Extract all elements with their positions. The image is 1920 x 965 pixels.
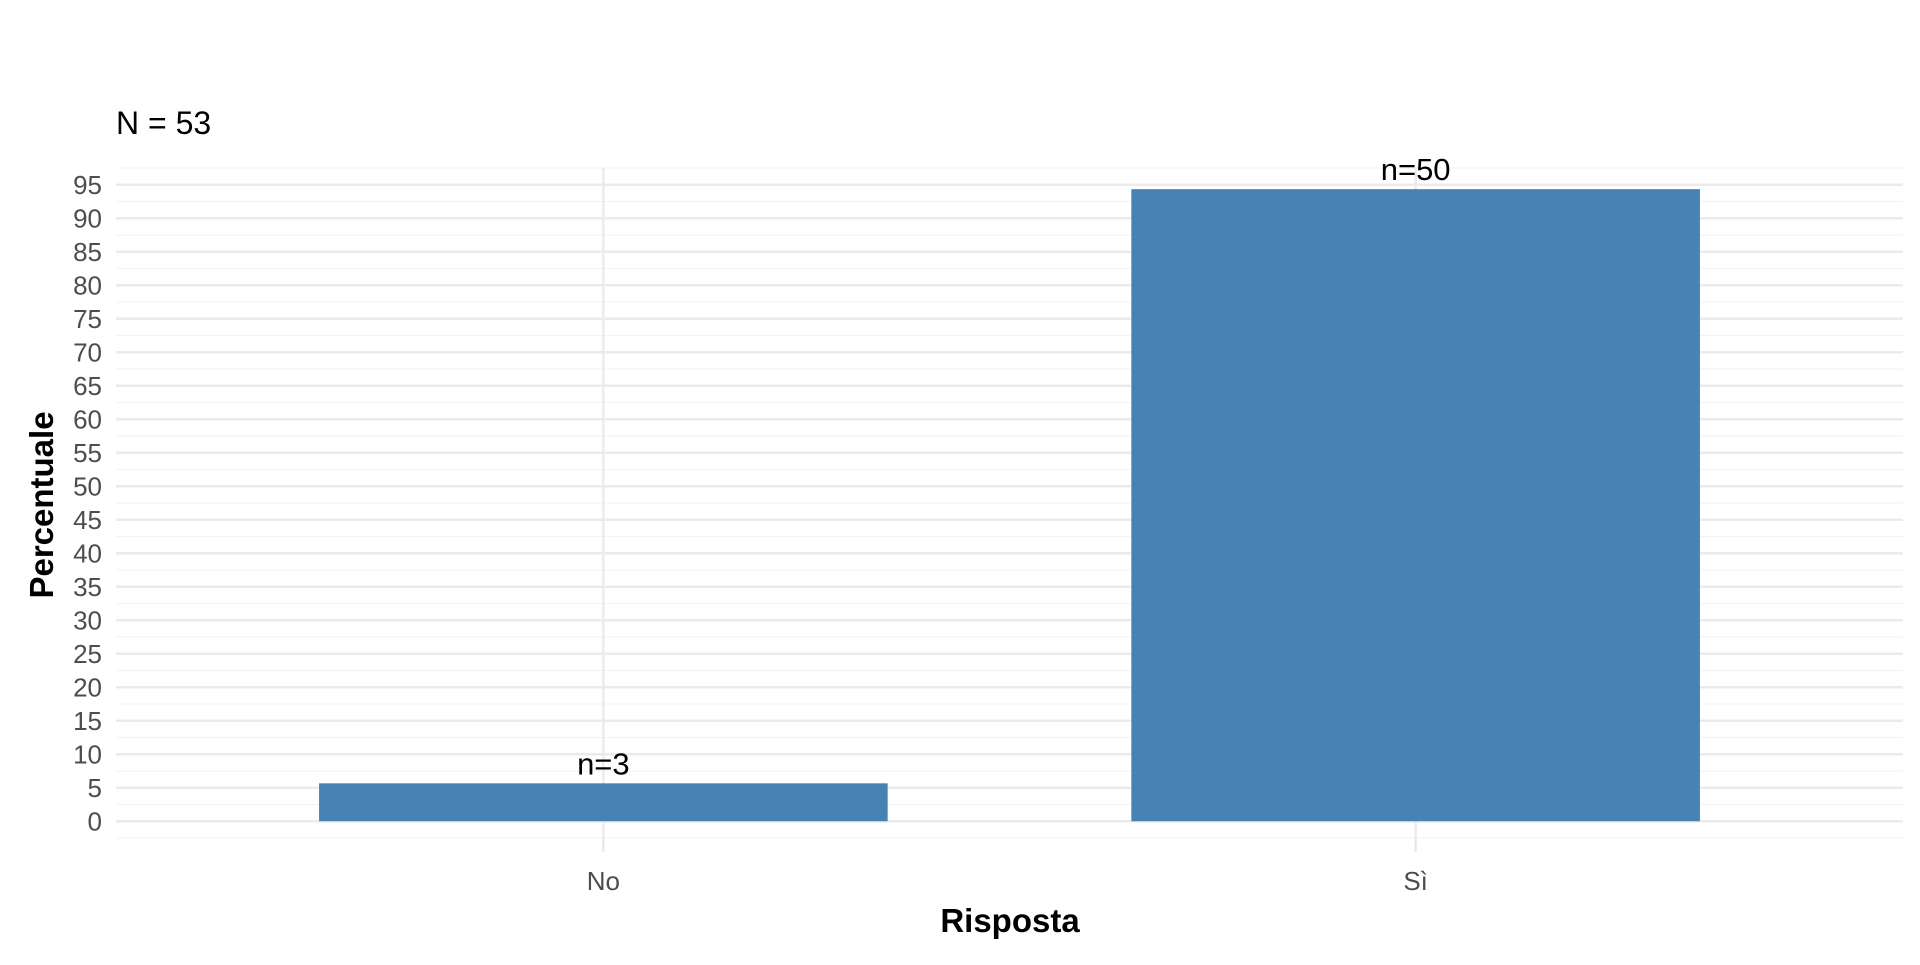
bar-data-label: n=3 — [577, 746, 630, 781]
y-tick-label: 20 — [73, 672, 102, 702]
y-tick-label: 90 — [73, 203, 102, 233]
bar-sì — [1131, 189, 1700, 822]
y-tick-label: 5 — [88, 773, 102, 803]
x-tick-label: Sì — [1403, 866, 1428, 896]
y-tick-label: 65 — [73, 371, 102, 401]
y-tick-label: 30 — [73, 605, 102, 635]
y-tick-label: 10 — [73, 739, 102, 769]
y-tick-label: 45 — [73, 505, 102, 535]
y-tick-label: 50 — [73, 471, 102, 501]
y-axis-title: Percentuale — [23, 411, 60, 598]
chart-subtitle: N = 53 — [116, 105, 211, 141]
y-tick-label: 70 — [73, 337, 102, 367]
y-tick-label: 40 — [73, 538, 102, 568]
bar-data-label: n=50 — [1381, 152, 1451, 187]
y-tick-label: 55 — [73, 438, 102, 468]
bar-no — [319, 783, 888, 822]
x-axis-title: Risposta — [940, 902, 1080, 939]
y-tick-label: 60 — [73, 404, 102, 434]
y-tick-label: 75 — [73, 304, 102, 334]
y-tick-label: 85 — [73, 237, 102, 267]
data-label-layer: n=3 n=50 — [577, 152, 1450, 781]
y-tick-label: 15 — [73, 706, 102, 736]
y-tick-label: 35 — [73, 572, 102, 602]
y-tick-label: 25 — [73, 639, 102, 669]
bar-layer — [319, 189, 1700, 822]
y-tick-label: 95 — [73, 170, 102, 200]
y-tick-label: 80 — [73, 270, 102, 300]
x-tick-label: No — [587, 866, 620, 896]
y-tick-label: 0 — [88, 806, 102, 836]
